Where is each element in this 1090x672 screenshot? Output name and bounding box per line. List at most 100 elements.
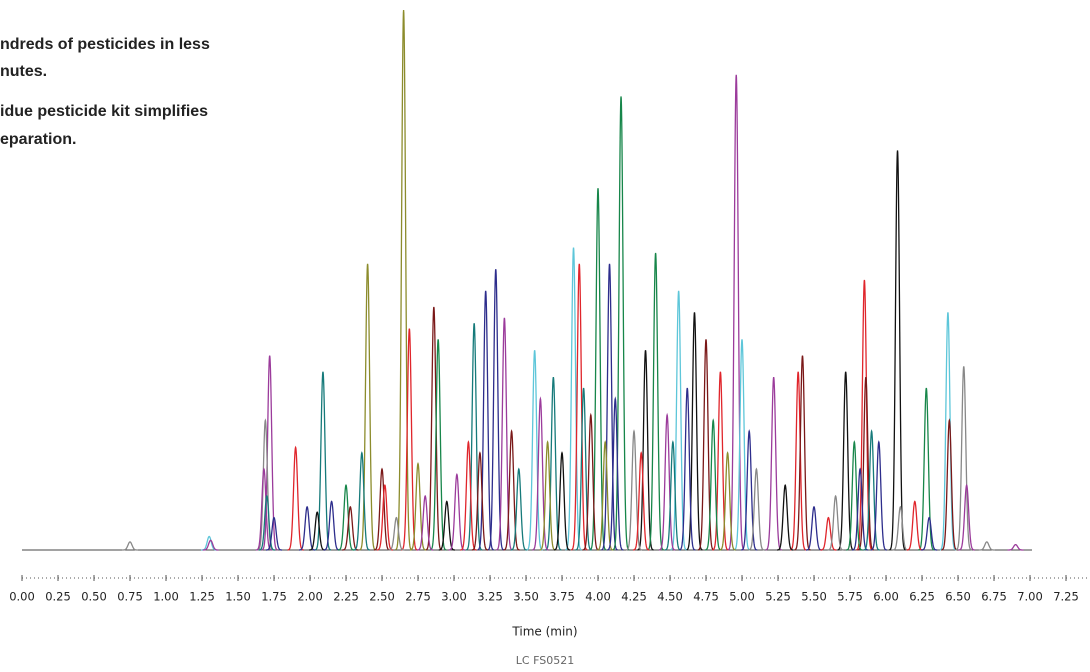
peak [471, 451, 489, 551]
annotation: idue pesticide kit simplifies [0, 103, 208, 120]
annotation: eparation. [0, 131, 76, 148]
peak [265, 516, 283, 551]
x-tick-label: 2.50 [369, 590, 395, 604]
peak [589, 188, 607, 551]
peak [658, 412, 676, 551]
peak [353, 451, 370, 551]
annotation: nutes. [0, 63, 47, 80]
peak [607, 396, 624, 551]
peak [503, 429, 520, 551]
peak [496, 317, 513, 551]
x-tick-label: 7.00 [1017, 590, 1043, 604]
peak [733, 339, 751, 551]
peak [941, 418, 958, 551]
peak [417, 494, 434, 551]
x-tick-label: 1.25 [189, 590, 215, 604]
peak [409, 462, 427, 551]
x-tick-label: 5.75 [837, 590, 863, 604]
peak [686, 312, 703, 551]
peak [679, 387, 696, 551]
peak [401, 328, 418, 551]
peak [395, 9, 412, 551]
x-tick-label: 7.25 [1053, 590, 1079, 604]
x-tick-label: 5.25 [765, 590, 791, 604]
x-axis-label: Time (min) [511, 625, 577, 639]
peak [287, 445, 304, 551]
peak [309, 511, 326, 551]
peak [820, 516, 837, 551]
x-tick-label: 5.50 [801, 590, 827, 604]
peak [777, 483, 794, 551]
x-tick-label: 2.25 [333, 590, 359, 604]
peak [863, 429, 880, 551]
peak [633, 451, 650, 551]
peak [314, 371, 332, 551]
peak [532, 396, 549, 551]
x-tick-label: 1.50 [225, 590, 251, 604]
x-tick-label: 0.75 [117, 590, 143, 604]
x-tick-label: 5.00 [729, 590, 755, 604]
x-tick-label: 3.75 [549, 590, 575, 604]
peak [597, 440, 614, 551]
peak [705, 418, 722, 551]
peak [857, 377, 874, 551]
peak [741, 429, 758, 551]
x-tick-label: 4.50 [657, 590, 683, 604]
peak [790, 371, 807, 551]
peak [637, 350, 654, 551]
x-tick-label: 0.00 [9, 590, 35, 604]
peak [425, 306, 443, 551]
peak [918, 387, 935, 551]
peak [889, 150, 906, 551]
peak [921, 516, 938, 551]
x-tick-label: 6.75 [981, 590, 1007, 604]
peak [712, 371, 729, 551]
peak [553, 451, 571, 551]
x-tick-label: 3.00 [441, 590, 467, 604]
x-tick-label: 2.75 [405, 590, 431, 604]
footer: LC FS0521 [516, 654, 574, 667]
peak [359, 263, 376, 551]
peak [466, 323, 483, 551]
x-tick-label: 3.25 [477, 590, 503, 604]
peak [892, 505, 909, 551]
peak [719, 451, 736, 551]
x-tick-label: 4.25 [621, 590, 647, 604]
peak [1007, 543, 1024, 551]
peak [526, 350, 543, 551]
peak [575, 387, 592, 551]
peak [438, 500, 455, 551]
x-tick-label: 3.50 [513, 590, 539, 604]
peak [539, 440, 556, 551]
peak [460, 440, 477, 551]
peak [955, 366, 972, 551]
peak [846, 440, 863, 551]
peak [978, 541, 995, 551]
x-tick-label: 4.00 [585, 590, 611, 604]
x-tick-label: 4.75 [693, 590, 719, 604]
x-tick-label: 2.00 [297, 590, 323, 604]
peak [202, 539, 219, 551]
peak [323, 500, 340, 551]
peak [373, 467, 391, 551]
peak [582, 412, 599, 551]
peak [939, 312, 957, 551]
peak [257, 418, 274, 551]
x-tick-label: 6.00 [873, 590, 899, 604]
peak [388, 516, 405, 551]
peak [647, 252, 664, 551]
annotation: ndreds of pesticides in less [0, 36, 210, 53]
peak [870, 440, 887, 551]
peak [337, 483, 355, 551]
peak [805, 505, 823, 551]
peak [827, 494, 844, 551]
peak [261, 355, 278, 551]
peak [958, 483, 975, 551]
peak [697, 339, 715, 551]
peak [670, 290, 687, 551]
peak [625, 429, 643, 551]
x-tick-label: 6.25 [909, 590, 935, 604]
peak [794, 355, 811, 551]
peak [545, 377, 562, 551]
